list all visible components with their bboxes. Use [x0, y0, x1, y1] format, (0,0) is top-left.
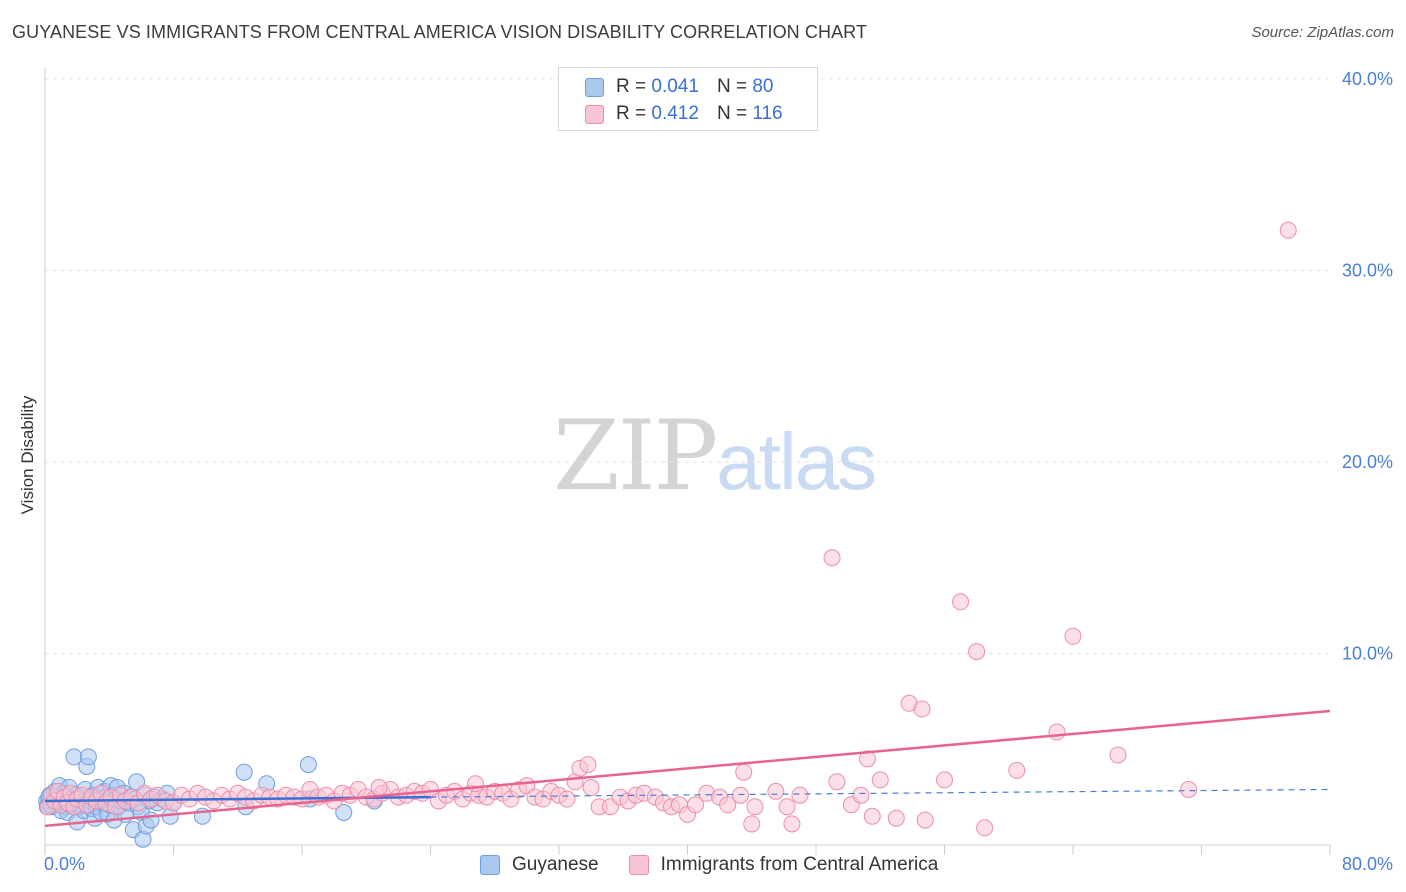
legend-r-value: 0.041 — [651, 76, 699, 97]
point-central-america — [783, 815, 801, 833]
point-central-america — [778, 798, 796, 816]
point-central-america — [370, 779, 388, 797]
legend-row-central-america: R = 0.412 N = 116 — [585, 101, 783, 127]
y-tick-label: 40.0% — [1342, 69, 1393, 89]
legend-label-guyanese: Guyanese — [512, 854, 599, 875]
point-central-america — [913, 700, 931, 718]
point-central-america — [743, 815, 761, 833]
point-central-america — [916, 811, 934, 829]
point-central-america — [852, 786, 870, 804]
legend-swatch-guyanese — [480, 855, 500, 875]
series-legend: Guyanese Immigrants from Central America — [480, 852, 968, 878]
point-guyanese — [235, 763, 253, 781]
legend-n-label: N = — [716, 76, 748, 97]
trend-line-central-america — [44, 709, 1331, 828]
point-central-america — [952, 593, 970, 611]
point-central-america — [719, 796, 737, 814]
point-central-america — [871, 771, 889, 789]
point-central-america — [791, 786, 809, 804]
point-central-america — [968, 643, 986, 661]
source-label: Source: ZipAtlas.com — [1251, 24, 1394, 41]
point-central-america — [858, 750, 876, 768]
legend-swatch-central-america — [628, 855, 649, 875]
point-central-america — [732, 786, 750, 804]
point-central-america — [735, 763, 753, 781]
point-central-america — [579, 756, 597, 774]
watermark: ZIPatlas — [553, 400, 877, 512]
point-central-america — [558, 790, 576, 808]
chart-title: GUYANESE VS IMMIGRANTS FROM CENTRAL AMER… — [12, 22, 868, 42]
legend-swatch-central-america — [585, 104, 604, 124]
legend-row-guyanese: R = 0.041 N = 80 — [585, 74, 773, 100]
point-central-america — [1109, 746, 1127, 764]
trend-line-guyanese-extension — [430, 788, 1331, 798]
point-central-america — [687, 796, 705, 814]
point-central-america — [863, 807, 881, 825]
point-central-america — [582, 779, 600, 797]
point-guyanese — [299, 756, 317, 774]
point-central-america — [1048, 723, 1066, 741]
point-central-america — [1008, 761, 1026, 779]
point-guyanese — [142, 811, 160, 829]
watermark-zip: ZIP — [553, 400, 718, 512]
point-central-america — [466, 775, 484, 793]
point-central-america — [767, 782, 785, 800]
y-tick-label: 20.0% — [1342, 452, 1393, 472]
point-central-america — [823, 549, 841, 567]
point-central-america — [887, 809, 905, 827]
point-central-america — [1064, 627, 1082, 645]
legend-r-label: R = — [616, 76, 647, 97]
legend-r-value: 0.412 — [651, 103, 699, 124]
x-tick-label-max: 80.0% — [1342, 854, 1393, 874]
point-guyanese — [128, 773, 146, 791]
point-central-america — [976, 819, 994, 837]
legend-swatch-guyanese — [585, 77, 604, 97]
y-tick-label: 10.0% — [1342, 644, 1393, 664]
legend-n-value: 80 — [752, 76, 774, 97]
point-central-america — [936, 771, 953, 789]
legend-item-guyanese[interactable]: Guyanese — [480, 854, 599, 876]
legend-n-label: N = — [716, 103, 748, 124]
point-central-america — [828, 773, 846, 791]
legend-n-value: 116 — [752, 103, 783, 124]
point-central-america — [746, 798, 764, 816]
x-tick-label-min: 0.0% — [44, 854, 85, 874]
legend-r-label: R = — [616, 103, 647, 124]
point-central-america — [1279, 221, 1297, 239]
point-central-america — [1180, 780, 1198, 798]
point-guyanese — [79, 748, 97, 766]
y-tick-label: 30.0% — [1342, 261, 1393, 281]
stats-legend: R = 0.041 N = 80 R = 0.412 N = 116 — [558, 67, 818, 131]
point-guyanese — [335, 803, 353, 821]
legend-item-central-america[interactable]: Immigrants from Central America — [628, 854, 939, 876]
legend-label-central-america: Immigrants from Central America — [660, 854, 939, 875]
